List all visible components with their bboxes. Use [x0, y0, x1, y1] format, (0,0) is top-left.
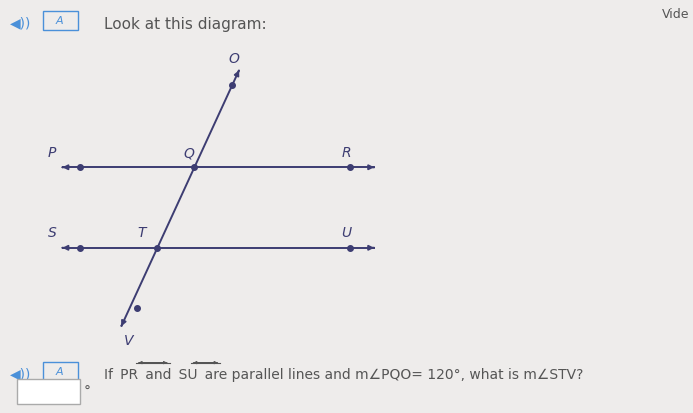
- Text: A: A: [55, 367, 64, 377]
- Text: Vide: Vide: [662, 8, 690, 21]
- Text: R: R: [342, 146, 351, 160]
- Text: ◀)): ◀)): [10, 17, 32, 31]
- Text: V: V: [123, 334, 133, 348]
- Text: A: A: [55, 16, 64, 26]
- Text: °: °: [83, 385, 90, 399]
- Text: Look at this diagram:: Look at this diagram:: [104, 17, 267, 31]
- FancyBboxPatch shape: [17, 379, 80, 404]
- Text: ◀)): ◀)): [10, 368, 32, 382]
- Text: If  PR  and  SU  are parallel lines and m∠PQO= 120°, what is m∠STV?: If PR and SU are parallel lines and m∠PQ…: [104, 368, 584, 382]
- Text: Q: Q: [183, 146, 194, 160]
- Text: S: S: [48, 226, 56, 240]
- Text: U: U: [342, 226, 351, 240]
- Text: P: P: [48, 146, 56, 160]
- FancyBboxPatch shape: [43, 362, 78, 381]
- Text: O: O: [228, 52, 239, 66]
- Text: T: T: [137, 226, 146, 240]
- FancyBboxPatch shape: [43, 11, 78, 30]
